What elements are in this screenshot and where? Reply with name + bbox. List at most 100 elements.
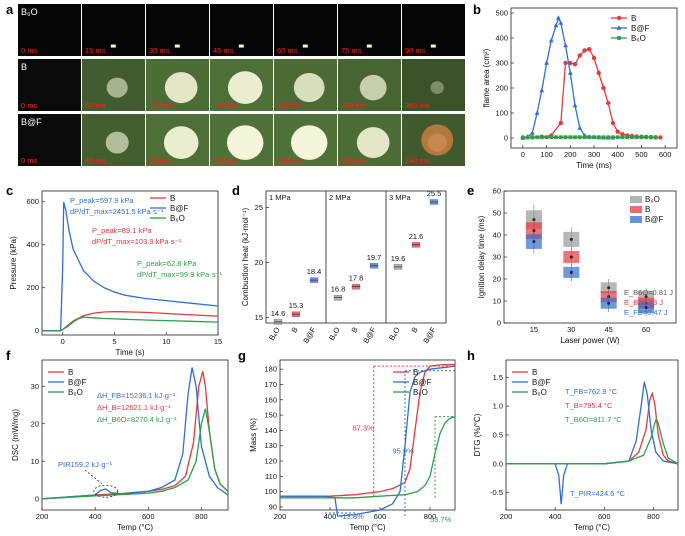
photo-time-1-4: 240 ms [277, 101, 302, 110]
y-tick-label-5: 140 [264, 426, 277, 435]
y-tick-label-2: 110 [265, 472, 277, 481]
annotation-2: P_peak=89.1 kPa [92, 226, 152, 235]
pir-arrow [84, 469, 103, 485]
y-axis-label: DTG (%/°C) [473, 413, 482, 456]
series-line-2 [280, 415, 456, 499]
plot-frame [41, 359, 229, 511]
category-label-6: B₆O [387, 325, 402, 342]
value-label-1: 15.3 [289, 301, 304, 310]
point-0-16 [615, 129, 620, 134]
photo-flame-2-3 [226, 125, 264, 160]
plot-frame [510, 7, 678, 149]
y-tick-label-9: 180 [264, 365, 277, 374]
x-tick-label-2: 600 [142, 512, 155, 521]
point-2-28 [653, 135, 658, 140]
value-label-0: 14.6 [271, 309, 286, 318]
category-label-5: B@F [361, 325, 378, 345]
photo-flame-1-2 [164, 72, 198, 104]
point-0-4 [558, 120, 563, 126]
box-mean-2-2 [607, 301, 611, 305]
series-line-1 [522, 16, 613, 139]
annotation-0: ΔH_FB=15236.1 kJ·g⁻¹ [97, 391, 176, 400]
point-2-7 [554, 135, 558, 140]
annotation-4: P_peak=62.8 kPa [137, 259, 197, 268]
point-1-2 [529, 130, 535, 135]
y-tick-label-2: 20 [31, 419, 39, 428]
chart-e-ignition-delay: 0 10 20 30 40 50 60 Ignition delay time (ms) Las… [477, 187, 677, 345]
photo-frame-2-0 [18, 114, 81, 166]
box-mean-2-1 [569, 270, 573, 274]
x-tick-label-1: 100 [540, 150, 553, 159]
photo-time-2-1: 40 ms [85, 156, 106, 165]
annotation-3: T_PIR=424.6 °C [570, 489, 625, 498]
point-2-1 [525, 135, 530, 140]
legend-marker-2 [617, 36, 621, 40]
annotation-0: 87.3% [353, 423, 375, 432]
y-tick-label-6: 60 [493, 187, 501, 196]
x-tick-label-0: 200 [274, 512, 287, 521]
point-0-14 [606, 100, 611, 106]
y-tick-label-2: 0.5 [493, 431, 503, 440]
point-2-10 [568, 135, 573, 140]
point-2-3 [535, 135, 539, 140]
legend-label-1: B@F [68, 378, 86, 387]
legend-marker-1 [616, 25, 622, 30]
point-0-25 [658, 135, 663, 140]
legend-label-0: B₆O [645, 195, 660, 204]
point-2-8 [558, 135, 563, 140]
value-label-3: 16.8 [331, 285, 346, 294]
point-0-11 [591, 55, 597, 61]
point-2-24 [634, 135, 639, 140]
y-tick-label-0: -0.5 [490, 488, 503, 497]
point-1-9 [558, 20, 564, 25]
y-tick-label-4: 1.5 [493, 373, 503, 382]
legend-label-1: B [645, 205, 650, 214]
photo-time-2-4: 160 ms [277, 156, 302, 165]
legend-marker-0 [616, 15, 622, 21]
y-tick-label-7: 160 [264, 395, 277, 404]
point-1-5 [544, 60, 549, 65]
photo-frame-1-6 [402, 59, 465, 111]
photo-spark-0-4 [302, 44, 308, 48]
x-axis-label: Temp (°C) [574, 523, 610, 532]
annotation-2: -13.8% [340, 512, 364, 521]
y-tick-label-0: 90 [269, 502, 277, 511]
photo-time-1-2: 120 ms [149, 101, 174, 110]
x-tick-label-3: 60 [642, 325, 650, 334]
x-tick-label-1: 30 [567, 325, 575, 334]
photo-frame-1-0 [18, 59, 81, 111]
photo-time-0-0: 0 ms [21, 46, 38, 55]
group-label-1: 2 MPa [329, 193, 352, 202]
value-label-7: 21.6 [409, 232, 424, 241]
point-2-27 [649, 135, 653, 140]
point-2-25 [639, 135, 644, 140]
annotation-1: E_B=0.63 J [624, 298, 663, 307]
y-tick-label-8: 170 [264, 380, 277, 389]
y-tick-label-3: 1.0 [493, 402, 503, 411]
annotation-0: T_FB=762.9 °C [565, 387, 618, 396]
value-label-4: 17.8 [349, 274, 364, 283]
y-axis-label: Mass (%) [249, 418, 258, 452]
point-1-3 [534, 110, 540, 115]
legend-label-0: B [68, 368, 73, 377]
legend-label-1: B@F [532, 378, 550, 387]
x-tick-label-2: 10 [162, 337, 170, 346]
legend-label-2: B₆O [170, 214, 185, 223]
annotation-3: PIR159.2 kJ·g⁻¹ [58, 460, 112, 469]
x-axis-label: Temp (°C) [349, 523, 385, 532]
group-label-2: 3 MPa [389, 193, 412, 202]
photo-row-label-0: B₆O [21, 7, 38, 17]
point-1-12 [572, 102, 578, 108]
legend-swatch-2 [630, 216, 642, 223]
x-tick-label-0: 200 [36, 512, 49, 521]
series-line-2 [506, 416, 679, 465]
x-tick-label-3: 800 [424, 512, 437, 521]
point-2-6 [549, 135, 554, 140]
y-tick-label-1: 0.0 [493, 459, 503, 468]
photo-spark-0-3 [238, 44, 244, 48]
photo-flame-2-5 [356, 127, 390, 159]
photo-spark-0-5 [366, 44, 372, 48]
photo-time-0-5: 75 ms [341, 46, 362, 55]
plot-frame [279, 359, 456, 511]
y-tick-label-2: 400 [26, 240, 39, 249]
